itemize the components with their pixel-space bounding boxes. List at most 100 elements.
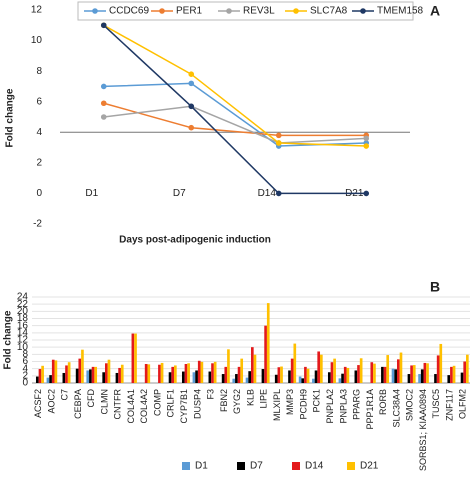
y-tick-label: -2 [33,219,42,230]
legend-label: TMEM158 [377,6,424,17]
bar [439,343,443,383]
bar [187,363,190,383]
legend-label: PER1 [176,6,203,17]
bar [181,371,185,383]
bar [184,364,188,383]
bar [407,374,411,383]
point [100,83,107,90]
x-tick-label: CEBPA [73,389,83,419]
bar [51,359,55,383]
x-tick-label: CLMN [99,389,109,415]
x-tick-label: RORB [378,389,388,415]
bar [46,377,50,383]
x-tick-label: PPARG [352,389,362,420]
legend-box [77,1,414,21]
x-tick-label: CRLF1 [166,389,176,418]
bar [386,355,390,383]
x-tick-label: PCK1 [312,389,322,413]
y-tick-label: 14 [17,327,29,338]
legend-swatch [237,462,245,470]
bar [49,375,52,383]
bar [320,354,323,383]
point [100,114,107,120]
y-tick-label: 8 [22,349,28,360]
legend-marker [360,8,366,14]
bar [306,368,310,383]
bar [54,360,58,383]
series-line [103,24,367,195]
bar [62,372,66,383]
x-tick-label: ACSF2 [33,389,43,418]
bar [211,363,214,383]
bar [224,366,228,383]
point [363,143,370,149]
bar [197,360,201,383]
x-tick-label: D7 [173,188,186,199]
bar [147,364,151,383]
bar [410,365,413,383]
x-tick-label: LIPE [259,389,269,409]
bar [420,369,424,383]
legend-label: REV3L [243,6,275,17]
y-tick-label: 12 [31,5,43,16]
bar [75,368,79,383]
legend-label: SLC7A8 [310,6,348,17]
bar [330,362,334,383]
series-line [103,102,367,137]
bar [107,359,111,383]
point [188,124,195,131]
bar [102,372,105,383]
legend-marker [92,8,98,14]
y-tick-label: 20 [17,306,29,317]
x-tick-label: PNPLA2 [325,389,335,424]
bar [312,378,315,383]
bar [399,352,403,383]
x-tick-label: GYG2 [232,389,242,414]
bar [314,370,318,383]
bar [200,361,204,383]
x-tick-label: TUSC5 [431,389,441,419]
x-tick-label: PNPLA3 [338,389,348,424]
x-tick-label: F3 [206,389,216,400]
x-tick-label: FBN2 [219,389,229,412]
bar [174,365,177,383]
point [275,140,282,146]
y-tick-label: 4 [36,127,42,138]
bar [301,378,305,383]
bar [35,376,39,383]
legend-label: D21 [360,461,379,472]
bar [359,358,363,383]
bar [144,364,148,383]
bar [118,367,121,383]
y-tick-label: 2 [22,370,28,381]
point [188,80,195,87]
x-tick-label: COL4A1 [126,389,136,424]
x-tick-label: ZNF117 [444,389,454,421]
bar [277,367,281,383]
bar [264,325,267,383]
y-tick-label: 12 [17,335,29,346]
bar [208,371,212,383]
legend-marker [159,8,165,14]
bar [245,377,249,383]
x-tick-label: DUSP4 [192,389,202,419]
legend-swatch [292,462,300,470]
x-tick-label: D14 [258,188,277,199]
bar [213,361,217,383]
bar [333,358,336,383]
bar [463,361,467,383]
bar [237,366,241,383]
bar [131,333,135,383]
bar [381,366,384,383]
bar [251,347,254,383]
x-tick-label: MLXIPL [272,389,282,421]
bar [460,372,464,383]
point [188,103,195,110]
legend-swatch [347,462,355,470]
bar [86,370,90,383]
bar [450,366,453,383]
x-tick-label: SORBS1; KIAA0894 [418,389,428,471]
x-tick-label: COL4A2 [139,389,149,424]
bar [91,366,95,383]
y-tick-label: 0 [22,378,28,389]
